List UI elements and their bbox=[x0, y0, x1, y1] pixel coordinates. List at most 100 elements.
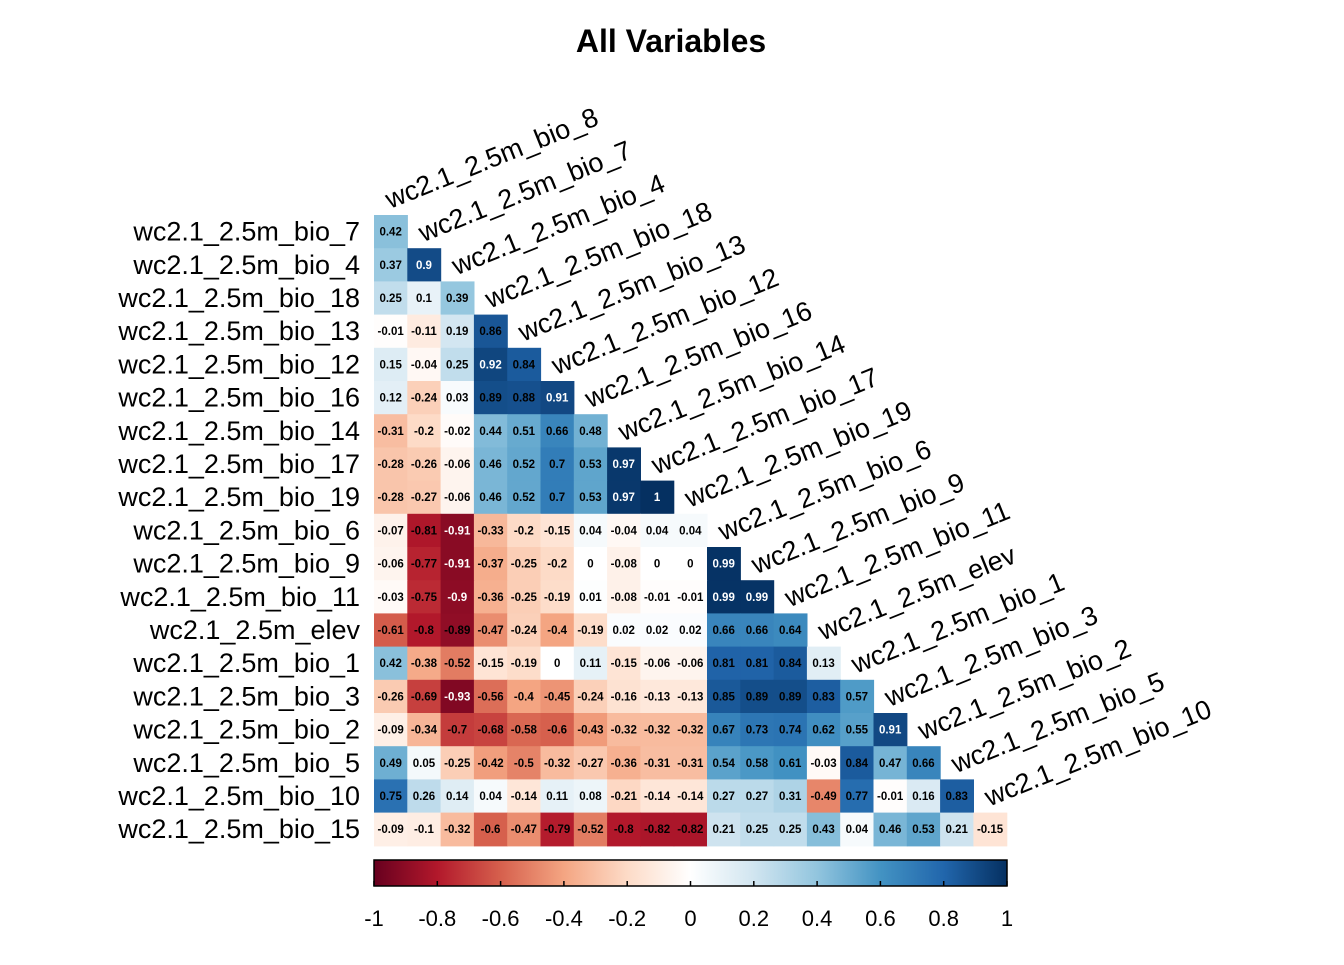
cell-value-label: 0.81 bbox=[746, 658, 769, 670]
heatmap-cell bbox=[673, 679, 708, 714]
heatmap-cell bbox=[374, 646, 408, 681]
heatmap-cell bbox=[573, 679, 608, 714]
heatmap-cell bbox=[607, 580, 641, 614]
cell-value-label: 0.66 bbox=[912, 758, 934, 770]
heatmap-cell bbox=[374, 812, 408, 847]
heatmap-cell bbox=[707, 613, 741, 648]
heatmap-cell bbox=[540, 414, 575, 448]
heatmap-cell bbox=[673, 779, 708, 814]
cell-value-label: -0.08 bbox=[611, 592, 638, 604]
heatmap-cell bbox=[473, 447, 508, 482]
heatmap-cell bbox=[707, 746, 741, 780]
cell-value-label: 0 bbox=[687, 559, 693, 571]
cell-value-label: 0.67 bbox=[712, 725, 734, 737]
cell-value-label: 0.89 bbox=[479, 393, 501, 405]
heatmap-cell bbox=[773, 713, 808, 747]
cell-value-label: -0.33 bbox=[477, 525, 503, 537]
cell-value-label: -0.1 bbox=[414, 824, 434, 836]
heatmap-cell bbox=[374, 679, 408, 714]
heatmap-cell bbox=[607, 779, 641, 814]
cell-value-label: -0.36 bbox=[611, 758, 637, 770]
heatmap-cell bbox=[740, 746, 775, 780]
heatmap-cell bbox=[473, 679, 508, 714]
cell-value-label: -0.49 bbox=[810, 791, 836, 803]
cell-value-label: 0.86 bbox=[479, 326, 501, 338]
cell-value-label: 0.83 bbox=[812, 691, 834, 703]
heatmap-cell bbox=[407, 248, 442, 282]
heatmap-cell bbox=[773, 679, 808, 714]
cell-value-label: -0.45 bbox=[544, 691, 571, 703]
heatmap-cell bbox=[607, 646, 641, 681]
heatmap-cell bbox=[640, 812, 675, 847]
cell-value-label: -0.9 bbox=[447, 592, 467, 604]
cell-value-label: 0.89 bbox=[746, 691, 768, 703]
heatmap-cell bbox=[507, 580, 542, 614]
heatmap-cell bbox=[440, 779, 475, 814]
heatmap-cell bbox=[473, 314, 508, 349]
cell-value-label: 0.03 bbox=[446, 393, 468, 405]
cell-value-label: -0.56 bbox=[477, 691, 503, 703]
row-label: wc2.1_2.5m_bio_13 bbox=[117, 316, 360, 346]
color-legend-tick-label: -1 bbox=[364, 906, 384, 931]
cell-value-label: 0.66 bbox=[712, 625, 734, 637]
cell-value-label: 0.85 bbox=[712, 691, 735, 703]
heatmap-cell bbox=[440, 281, 475, 316]
heatmap-cell bbox=[607, 547, 641, 581]
cell-value-label: 0.42 bbox=[379, 227, 401, 239]
color-legend-tick-label: 0 bbox=[684, 906, 696, 931]
cell-value-label: 0.04 bbox=[846, 824, 869, 836]
heatmap-cell bbox=[573, 447, 608, 482]
heatmap-cell bbox=[540, 713, 575, 747]
cell-value-label: 0.55 bbox=[846, 725, 869, 737]
cell-value-label: 0.42 bbox=[379, 658, 401, 670]
heatmap-cell bbox=[440, 547, 475, 581]
cell-value-label: 0.84 bbox=[779, 658, 802, 670]
heatmap-cell bbox=[407, 646, 442, 681]
heatmap-cell bbox=[440, 447, 475, 482]
row-label: wc2.1_2.5m_bio_3 bbox=[132, 681, 360, 711]
cell-value-label: -0.81 bbox=[411, 525, 438, 537]
heatmap-cell bbox=[407, 713, 442, 747]
heatmap-cell bbox=[640, 547, 675, 581]
cell-value-label: 0.49 bbox=[379, 758, 401, 770]
cell-value-label: 0.26 bbox=[413, 791, 435, 803]
cell-value-label: -0.15 bbox=[477, 658, 504, 670]
color-legend-tick-label: 0.6 bbox=[865, 906, 896, 931]
cell-value-label: -0.13 bbox=[677, 691, 703, 703]
cell-value-label: -0.47 bbox=[511, 824, 537, 836]
row-label: wc2.1_2.5m_bio_10 bbox=[117, 781, 360, 811]
cell-value-label: 0.77 bbox=[846, 791, 868, 803]
heatmap-cell bbox=[440, 580, 475, 614]
heatmap-cell bbox=[806, 779, 841, 814]
cell-value-label: -0.13 bbox=[644, 691, 670, 703]
cell-value-label: 0 bbox=[587, 559, 593, 571]
heatmap-cell bbox=[374, 447, 408, 482]
heatmap-cell bbox=[507, 812, 542, 847]
cell-value-label: 0.54 bbox=[712, 758, 735, 770]
cell-value-label: 0.25 bbox=[379, 293, 402, 305]
heatmap-cell bbox=[374, 547, 408, 581]
cell-value-label: 0.7 bbox=[549, 492, 565, 504]
cell-value-label: 0.04 bbox=[579, 525, 602, 537]
cell-value-label: -0.32 bbox=[677, 725, 703, 737]
cell-value-label: 0.53 bbox=[579, 459, 601, 471]
cell-value-label: -0.08 bbox=[611, 559, 638, 571]
cell-value-label: 0.99 bbox=[746, 592, 768, 604]
cell-value-label: -0.03 bbox=[378, 592, 404, 604]
row-labels: wc2.1_2.5m_bio_7wc2.1_2.5m_bio_4wc2.1_2.… bbox=[117, 217, 360, 845]
row-label: wc2.1_2.5m_bio_1 bbox=[132, 648, 360, 678]
heatmap-cell bbox=[473, 812, 508, 847]
heatmap-cell bbox=[507, 381, 542, 415]
heatmap-cell bbox=[806, 679, 841, 714]
cell-value-label: 0.25 bbox=[446, 359, 469, 371]
heatmap-cell bbox=[440, 613, 475, 648]
heatmap-cell bbox=[473, 547, 508, 581]
heatmap-cell bbox=[607, 812, 641, 847]
cell-value-label: 0.7 bbox=[549, 459, 565, 471]
heatmap-cell bbox=[707, 547, 741, 581]
cell-value-label: 0.01 bbox=[579, 592, 602, 604]
cell-value-label: 0.15 bbox=[379, 359, 402, 371]
cell-value-label: -0.38 bbox=[411, 658, 438, 670]
heatmap-cell bbox=[440, 812, 475, 847]
